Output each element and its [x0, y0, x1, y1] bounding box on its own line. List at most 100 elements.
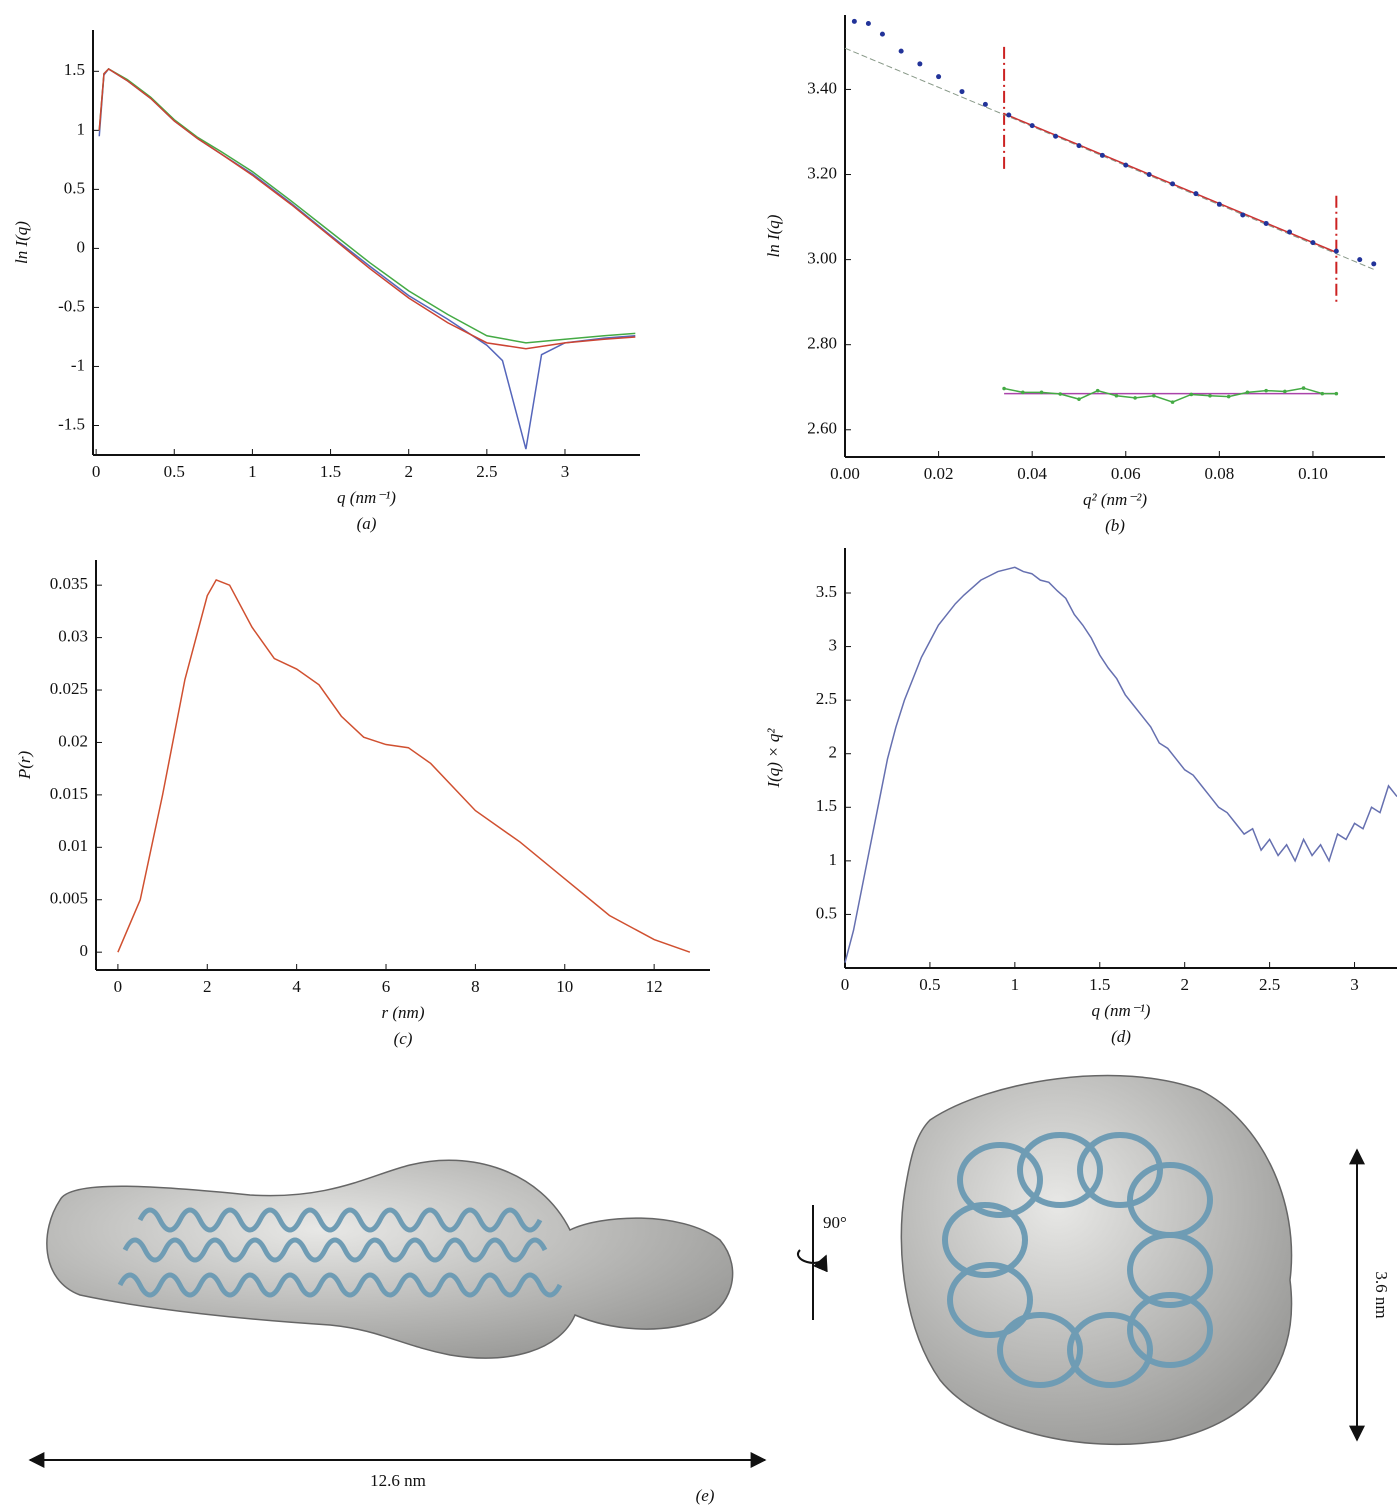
data-point: [1226, 394, 1231, 399]
y-tick-label: -1: [71, 355, 85, 374]
x-tick-label: 6: [382, 977, 391, 996]
x-tick-label: 0: [841, 975, 850, 994]
x-tick-label: 0: [92, 462, 101, 481]
data-point: [959, 89, 965, 95]
x-tick-label: 3: [561, 462, 570, 481]
y-tick-label: 0.5: [816, 903, 837, 922]
data-point: [1095, 388, 1100, 393]
data-point: [1114, 393, 1119, 398]
data-point: [1123, 162, 1129, 168]
x-tick-label: 2: [1180, 975, 1189, 994]
y-tick-label: -0.5: [58, 296, 85, 315]
y-tick-label: 3.40: [807, 78, 837, 97]
series-line: [844, 566, 1397, 963]
y-tick-label: 2: [829, 743, 838, 762]
data-point: [879, 31, 885, 37]
x-tick-label: 4: [292, 977, 301, 996]
caption: (a): [357, 514, 377, 533]
data-point: [1189, 392, 1194, 397]
data-point: [1006, 112, 1012, 118]
data-point: [1076, 143, 1082, 149]
series-line: [117, 578, 691, 953]
y-tick-label: 2.5: [816, 689, 837, 708]
y-tick-label: 0.01: [58, 836, 88, 855]
x-tick-label: 0.00: [830, 464, 860, 483]
y-tick-label: 0: [77, 237, 86, 256]
y-tick-label: 3.5: [816, 582, 837, 601]
y-tick-label: 3.20: [807, 163, 837, 182]
data-point: [982, 101, 988, 107]
y-axis-label: ln I(q): [12, 221, 31, 264]
data-point: [1264, 388, 1268, 393]
x-axis-label: r (nm): [382, 1003, 425, 1022]
data-point: [1320, 391, 1325, 396]
x-tick-label: 0.5: [164, 462, 185, 481]
series-line: [844, 47, 1374, 270]
length-label: 12.6 nm: [370, 1471, 426, 1490]
data-point: [1133, 396, 1137, 400]
x-tick-label: 1.5: [320, 462, 341, 481]
y-tick-label: 1: [829, 850, 838, 869]
series-line: [98, 68, 636, 344]
x-tick-label: 0.06: [1111, 464, 1141, 483]
data-point: [1333, 248, 1339, 254]
y-tick-label: 2.60: [807, 419, 837, 438]
width-label: 3.6 nm: [1372, 1271, 1391, 1318]
data-point: [1283, 389, 1287, 394]
y-tick-label: 3: [829, 635, 838, 654]
series-line: [1003, 387, 1337, 403]
x-tick-label: 2: [203, 977, 212, 996]
molecule-end-view: [900, 1074, 1293, 1446]
rotation-label: 90°: [823, 1213, 847, 1232]
x-tick-label: 10: [556, 977, 573, 996]
x-axis-label: q² (nm⁻²): [1083, 490, 1147, 509]
x-tick-label: 0.08: [1204, 464, 1234, 483]
data-point: [1053, 133, 1059, 139]
data-point: [1170, 181, 1176, 187]
data-point: [865, 21, 871, 27]
data-point: [1310, 240, 1316, 246]
data-point: [1287, 229, 1293, 235]
data-point: [1058, 392, 1063, 396]
x-tick-label: 2.5: [1259, 975, 1280, 994]
y-axis-label: P(r): [15, 751, 34, 781]
x-tick-label: 1: [248, 462, 257, 481]
data-point: [1002, 386, 1006, 391]
data-point: [1301, 386, 1306, 390]
series-line: [98, 67, 636, 450]
data-point: [1193, 191, 1199, 197]
data-point: [1039, 390, 1044, 395]
caption: (e): [696, 1486, 715, 1505]
y-tick-label: 2.80: [807, 334, 837, 353]
data-point: [1152, 393, 1156, 398]
x-axis-label: q (nm⁻¹): [1092, 1001, 1151, 1020]
x-tick-label: 0.02: [924, 464, 954, 483]
y-tick-label: 0: [80, 941, 89, 960]
data-point: [1357, 257, 1363, 263]
molecule-side-view: [46, 1159, 734, 1359]
data-point: [1263, 220, 1269, 226]
y-tick-label: 0.03: [58, 627, 88, 646]
x-tick-label: 1.5: [1089, 975, 1110, 994]
y-tick-label: 0.02: [58, 731, 88, 750]
x-tick-label: 0: [114, 977, 123, 996]
data-point: [1029, 123, 1035, 129]
x-tick-label: 0.04: [1017, 464, 1047, 483]
y-tick-label: 1.5: [64, 60, 85, 79]
x-tick-label: 3: [1350, 975, 1359, 994]
x-tick-label: 0.5: [919, 975, 940, 994]
y-tick-label: 0.005: [50, 889, 88, 908]
data-point: [898, 48, 904, 54]
y-tick-label: 1: [77, 119, 86, 138]
data-point: [1371, 261, 1377, 267]
caption: (b): [1105, 516, 1125, 535]
data-point: [936, 74, 942, 80]
y-tick-label: 0.025: [50, 679, 88, 698]
data-point: [1240, 212, 1246, 218]
y-tick-label: 3.00: [807, 249, 837, 268]
data-point: [1208, 393, 1212, 398]
y-tick-label: 0.035: [50, 574, 88, 593]
caption: (d): [1111, 1027, 1131, 1046]
data-point: [1245, 390, 1250, 395]
